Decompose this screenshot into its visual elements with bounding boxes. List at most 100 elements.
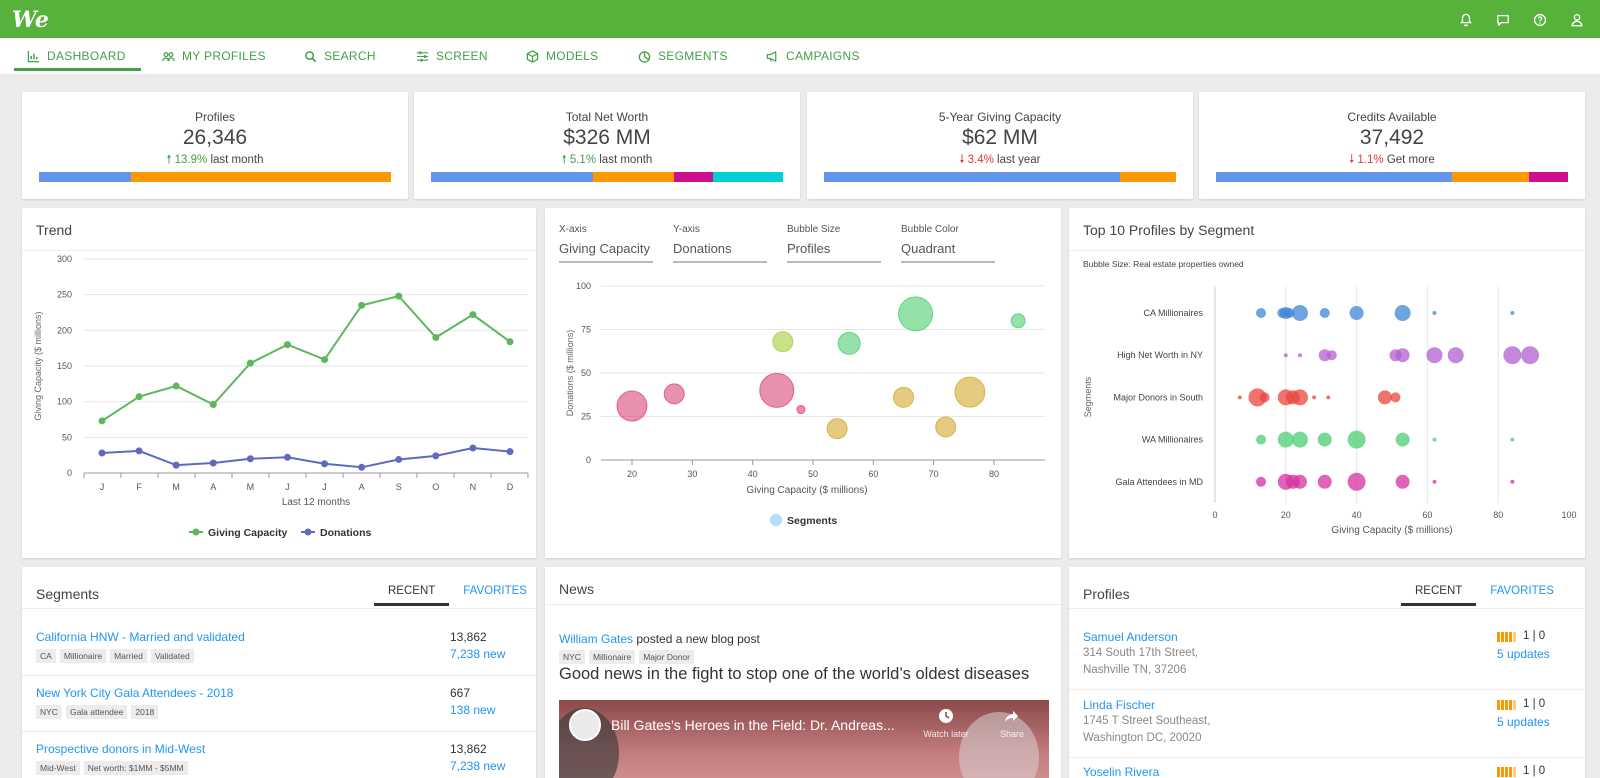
tab-search[interactable]: SEARCH (304, 38, 376, 74)
data-point (172, 382, 180, 390)
stat-value: 37,492 (1359, 126, 1425, 149)
bubble (1292, 474, 1307, 489)
user-icon[interactable] (1567, 10, 1586, 29)
share-icon (1005, 711, 1018, 722)
tab-dashboard[interactable]: DASHBOARD (14, 38, 141, 74)
app-logo[interactable]: We (12, 7, 49, 33)
segments-tabs: RECENT FAVORITES (374, 585, 536, 606)
profile-rating-bars (1497, 700, 1516, 710)
stack-segment (1216, 172, 1452, 182)
bubble (935, 416, 957, 438)
data-point (321, 460, 329, 468)
help-icon[interactable] (1530, 10, 1549, 29)
segment-new-link[interactable]: 7,238 new (450, 759, 506, 773)
bubble (1510, 311, 1515, 315)
arrow-up-icon: 🠕 (561, 154, 567, 166)
x-tick-label: S (396, 482, 402, 492)
profile-updates-link[interactable]: 5 updates (1497, 647, 1550, 661)
card-title: Trend (36, 222, 73, 238)
profile-updates-link[interactable]: 5 updates (1497, 715, 1550, 729)
tag: Mid-West (36, 761, 80, 775)
bell-icon[interactable] (1456, 10, 1475, 29)
bubble-color-select[interactable]: Bubble Color Quadrant (901, 224, 995, 263)
tab-segments[interactable]: SEGMENTS (638, 38, 728, 74)
segment-link[interactable]: New York City Gala Attendees - 2018 (36, 686, 234, 700)
tab-recent[interactable]: RECENT (1401, 585, 1477, 606)
legend-label: Giving Capacity (208, 527, 288, 539)
tab-campaigns[interactable]: CAMPAIGNS (766, 38, 860, 74)
control-label: Bubble Size (787, 224, 841, 235)
tag: Net worth: $1MM - $5MM (83, 761, 188, 775)
tab-models[interactable]: MODELS (526, 38, 598, 74)
segment-link[interactable]: Prospective donors in Mid-West (36, 742, 206, 756)
bubble (898, 296, 934, 332)
card-title: Profiles (1083, 586, 1130, 602)
share-button[interactable]: Share (992, 708, 1032, 739)
get-more-link[interactable]: Get more (1386, 154, 1435, 166)
profile-link[interactable]: Samuel Anderson (1083, 630, 1178, 644)
x-tick-label: 40 (1352, 510, 1362, 520)
divider (22, 250, 536, 251)
segment-new-link[interactable]: 7,238 new (450, 647, 506, 661)
legend-marker (192, 528, 200, 536)
data-point (432, 452, 440, 460)
data-point (98, 449, 106, 457)
tab-favorites[interactable]: FAVORITES (463, 585, 527, 597)
y-axis-label: Giving Capacity ($ millions) (33, 311, 43, 420)
stat-stack-bar (39, 172, 391, 182)
bubble (1395, 474, 1410, 489)
tab-favorites[interactable]: FAVORITES (1490, 585, 1554, 597)
video-player[interactable]: Bill Gates’s Heroes in the Field: Dr. An… (559, 700, 1049, 778)
stat-value: $62 MM (962, 126, 1038, 149)
data-point (246, 455, 254, 463)
stat-value: 26,346 (182, 126, 248, 149)
data-point (469, 444, 477, 452)
category-label: WA Millionaires (1142, 435, 1204, 445)
bubble (1347, 430, 1366, 449)
chat-icon[interactable] (1493, 10, 1512, 29)
stat-change-pct: 13.9% (174, 154, 208, 166)
watch-later-button[interactable]: Watch later (921, 708, 971, 739)
bubble-size-select[interactable]: Bubble Size Profiles (787, 224, 881, 263)
segment-new-link[interactable]: 138 new (450, 703, 496, 717)
bubble (1256, 434, 1267, 445)
stat-change-period: last month (210, 154, 264, 166)
bubble (1284, 308, 1295, 318)
top-profiles-card: Top 10 Profiles by Segment Bubble Size: … (1069, 208, 1585, 558)
tab-my-profiles[interactable]: MY PROFILES (162, 38, 266, 74)
news-byline: William Gates posted a new blog post (559, 632, 760, 646)
control-label: X-axis (559, 224, 587, 235)
y-tick-label: 25 (581, 412, 591, 422)
stat-change-pct: 1.1% (1357, 154, 1384, 166)
x-axis-select[interactable]: X-axis Giving Capacity (559, 224, 653, 263)
tab-screen[interactable]: SCREEN (416, 38, 488, 74)
x-tick-label: J (285, 482, 290, 492)
y-axis-select[interactable]: Y-axis Donations (673, 224, 767, 263)
y-tick-label: 75 (581, 325, 591, 335)
profile-link[interactable]: Linda Fischer (1083, 698, 1156, 712)
data-point (321, 356, 329, 364)
bubble (1277, 431, 1294, 448)
category-label: CA Millionaires (1143, 308, 1203, 318)
news-action: posted a new blog post (636, 632, 760, 646)
data-point (209, 401, 217, 409)
data-point (358, 301, 366, 309)
stat-stack-bar (1216, 172, 1568, 182)
tag: CA (36, 649, 56, 663)
sliders-icon (416, 50, 429, 62)
x-axis-label: Giving Capacity ($ millions) (746, 485, 867, 496)
channel-avatar[interactable] (569, 709, 601, 741)
profile-rating-bars (1497, 767, 1516, 777)
x-tick-label: N (470, 482, 477, 492)
bubble (1510, 479, 1515, 484)
profile-link[interactable]: Yoselin Rivera (1083, 765, 1160, 778)
megaphone-icon (766, 50, 777, 62)
news-author-link[interactable]: William Gates (559, 632, 634, 646)
segment-link[interactable]: California HNW - Married and validated (36, 630, 245, 644)
tag: 2018 (131, 705, 159, 719)
control-label: Y-axis (673, 224, 700, 235)
tab-recent[interactable]: RECENT (374, 585, 450, 606)
pie-icon (638, 50, 651, 63)
news-headline[interactable]: Good news in the fight to stop one of th… (559, 665, 1030, 683)
bubble (1291, 431, 1308, 448)
